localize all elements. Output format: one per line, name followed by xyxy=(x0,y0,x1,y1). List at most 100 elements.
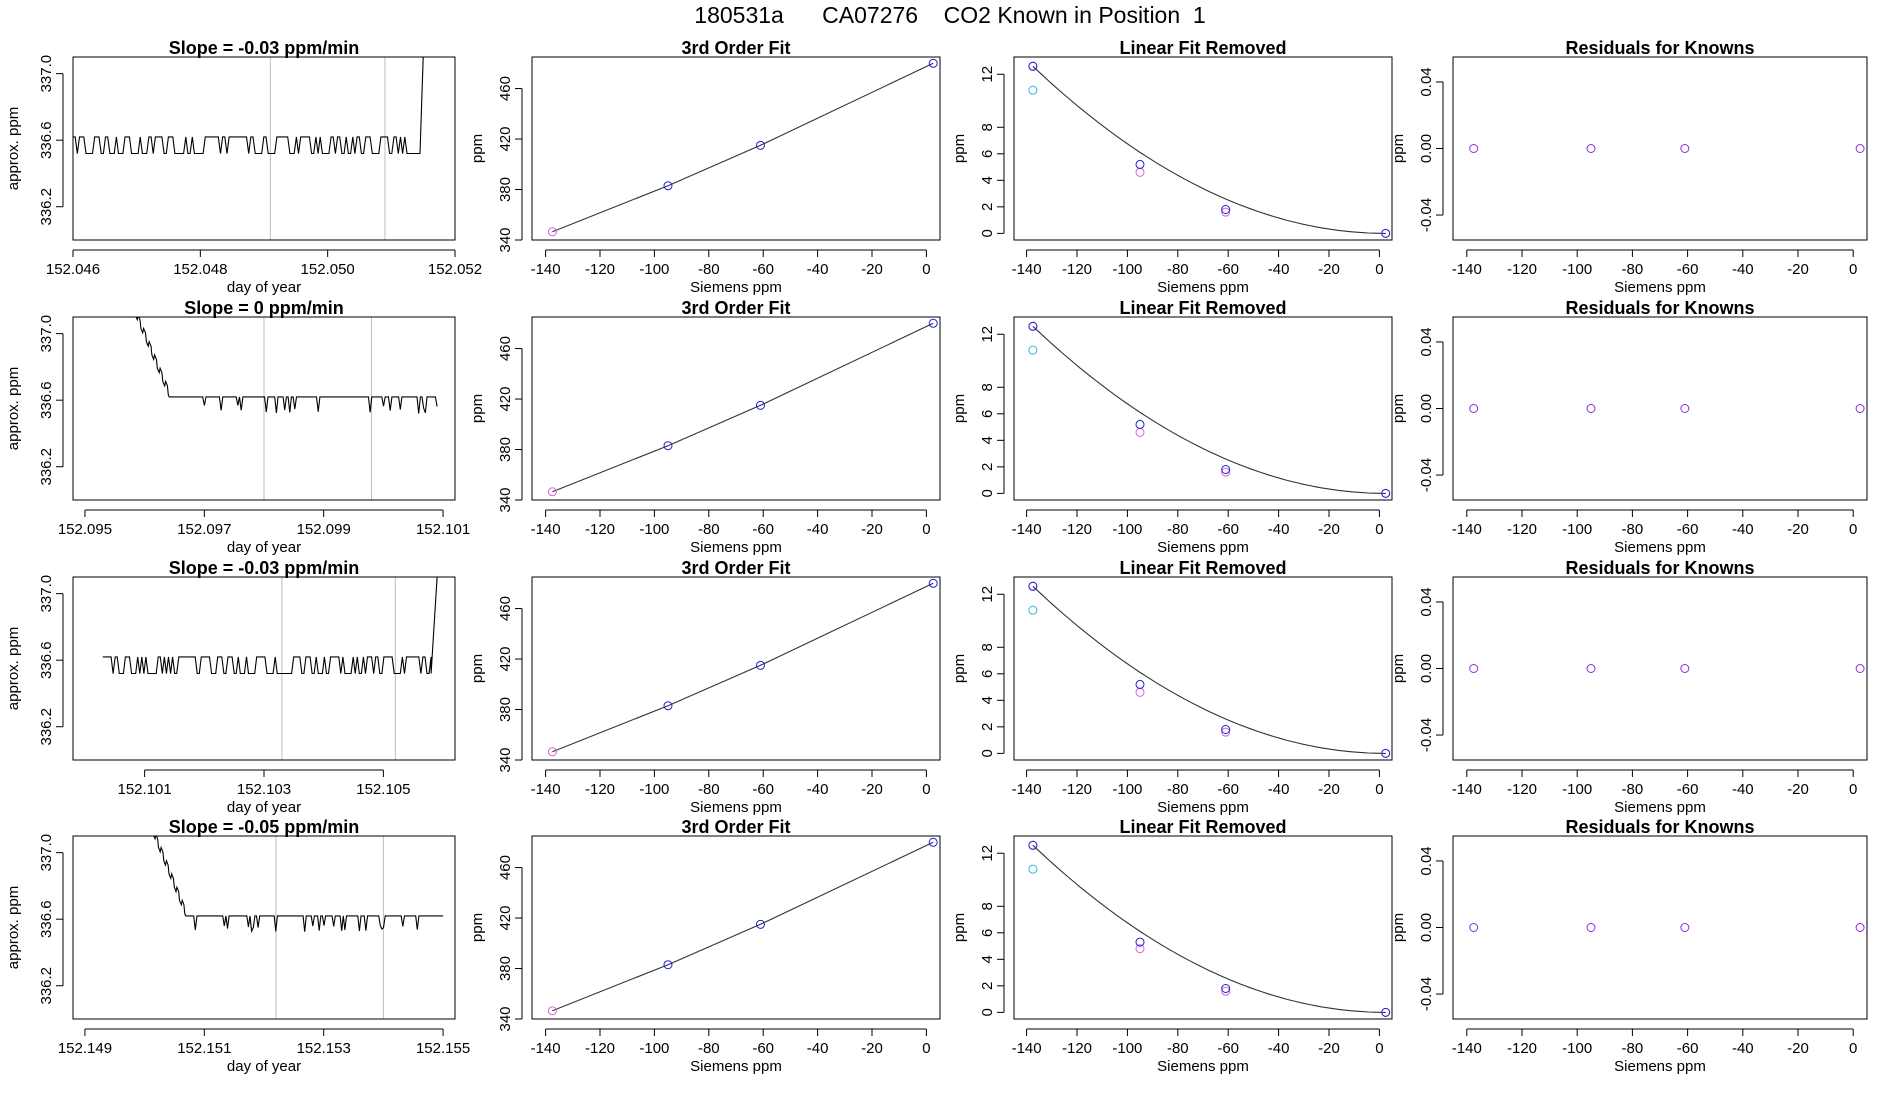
y-tick-label: 420 xyxy=(497,387,514,412)
data-layer xyxy=(1469,664,1865,673)
x-tick-label: -80 xyxy=(1622,781,1644,798)
data-point-magenta xyxy=(1135,687,1145,697)
x-tick-label: -40 xyxy=(1732,521,1754,538)
residual-point xyxy=(1586,664,1596,673)
panel-r2-c1: Slope = 0 ppm/min 152.095 152.097 152.099 15… xyxy=(5,298,470,556)
plot-frame xyxy=(72,835,456,1020)
x-tick-label: -40 xyxy=(807,521,829,538)
series-fit-curve xyxy=(1032,844,1386,1013)
x-tick-label: -40 xyxy=(1268,1040,1290,1057)
data-point-blue xyxy=(1028,840,1038,850)
data-layer xyxy=(1028,840,1391,1017)
residual-point xyxy=(1586,923,1596,932)
x-tick-label: -140 xyxy=(1012,261,1042,278)
x-tick-label: -80 xyxy=(1167,781,1189,798)
x-tick-label: -140 xyxy=(1452,521,1482,538)
x-tick-label: -140 xyxy=(1012,1040,1042,1057)
x-tick-label: -60 xyxy=(752,1040,774,1057)
x-tick-label: 0 xyxy=(1849,521,1857,538)
residual-point xyxy=(1586,144,1596,153)
x-tick-label: -60 xyxy=(1217,261,1239,278)
data-point-magenta xyxy=(1135,944,1145,954)
x-tick-label: -60 xyxy=(1677,781,1699,798)
plot-frame xyxy=(1452,56,1868,241)
x-axis-label: Siemens ppm xyxy=(690,799,782,816)
panel-title: Linear Fit Removed xyxy=(1119,817,1286,837)
y-axis-label: approx. ppm xyxy=(5,367,22,450)
y-tick-label: 0.04 xyxy=(1418,587,1435,616)
residual-point xyxy=(1680,923,1690,932)
y-tick-label: 0 xyxy=(979,1008,996,1016)
series-fit-line xyxy=(552,62,934,233)
x-tick-label: -120 xyxy=(585,781,615,798)
x-tick-label: -80 xyxy=(1622,261,1644,278)
y-tick-label: 6 xyxy=(979,150,996,158)
data-point-magenta xyxy=(1135,427,1145,437)
data-point-cyan xyxy=(1028,85,1038,95)
x-tick-label: -140 xyxy=(531,781,561,798)
y-tick-label: 420 xyxy=(497,647,514,672)
data-point xyxy=(755,919,765,929)
y-tick-label: 0.04 xyxy=(1418,327,1435,356)
data-point-blue xyxy=(1381,228,1391,238)
data-point-blue xyxy=(1381,748,1391,758)
y-axis-label: ppm xyxy=(1390,654,1407,683)
x-tick-label: -100 xyxy=(1562,1040,1592,1057)
plot-frame xyxy=(72,576,456,761)
y-tick-label: 2 xyxy=(979,982,996,990)
panel-title: 3rd Order Fit xyxy=(681,298,790,318)
y-tick-label: -0.04 xyxy=(1418,718,1435,752)
y-tick-label: 460 xyxy=(497,855,514,880)
y-tick-label: 0.00 xyxy=(1418,654,1435,683)
y-tick-label: 460 xyxy=(497,336,514,361)
x-tick-label: -120 xyxy=(585,521,615,538)
data-point-blue xyxy=(1028,321,1038,331)
x-tick-label: -120 xyxy=(1062,521,1092,538)
x-tick-label: -120 xyxy=(1507,521,1537,538)
x-tick-label: 152.050 xyxy=(301,261,355,278)
y-tick-label: -0.04 xyxy=(1418,458,1435,492)
residual-point xyxy=(1469,144,1479,153)
series-trace xyxy=(135,317,438,414)
y-tick-label: 337.0 xyxy=(38,55,55,93)
x-tick-label: -60 xyxy=(752,781,774,798)
data-point-magenta xyxy=(1221,467,1231,477)
residual-point xyxy=(1469,923,1479,932)
panel-title: Slope = -0.03 ppm/min xyxy=(169,38,360,58)
x-tick-label: -20 xyxy=(1318,261,1340,278)
y-tick-label: 0.04 xyxy=(1418,846,1435,875)
x-axis-label: Siemens ppm xyxy=(1614,539,1706,556)
y-tick-label: 340 xyxy=(497,487,514,512)
x-tick-label: -20 xyxy=(861,261,883,278)
data-layer xyxy=(1028,581,1391,758)
residual-point xyxy=(1855,404,1865,413)
data-point-blue xyxy=(1221,725,1231,734)
x-tick-label: -20 xyxy=(861,521,883,538)
data-point xyxy=(547,227,557,237)
data-point-blue xyxy=(1221,205,1231,214)
data-point-blue xyxy=(1381,1007,1391,1017)
x-tick-label: 0 xyxy=(1849,781,1857,798)
y-tick-label: 4 xyxy=(979,955,996,963)
residual-point xyxy=(1469,404,1479,413)
plot-frame xyxy=(1013,56,1393,241)
x-tick-label: -40 xyxy=(807,1040,829,1057)
x-tick-label: -80 xyxy=(698,1040,720,1057)
panel-title: Residuals for Knowns xyxy=(1565,558,1754,578)
data-layer xyxy=(1469,404,1865,413)
x-tick-label: 0 xyxy=(922,261,930,278)
y-tick-label: 340 xyxy=(497,1006,514,1031)
data-point xyxy=(928,318,938,328)
x-tick-label: -20 xyxy=(1787,781,1809,798)
data-layer xyxy=(73,57,424,155)
y-tick-label: 8 xyxy=(979,643,996,651)
y-axis-label: ppm xyxy=(469,394,486,423)
series-fit-curve xyxy=(1032,325,1386,494)
y-tick-label: 0 xyxy=(979,749,996,757)
x-tick-label: -20 xyxy=(1318,781,1340,798)
panel-r4-c3: Linear Fit Removed -140 -120 -100 -80 -60 -40 -… xyxy=(951,817,1393,1075)
y-axis-label: ppm xyxy=(469,654,486,683)
y-tick-label: 12 xyxy=(979,66,996,83)
x-tick-label: -60 xyxy=(752,261,774,278)
